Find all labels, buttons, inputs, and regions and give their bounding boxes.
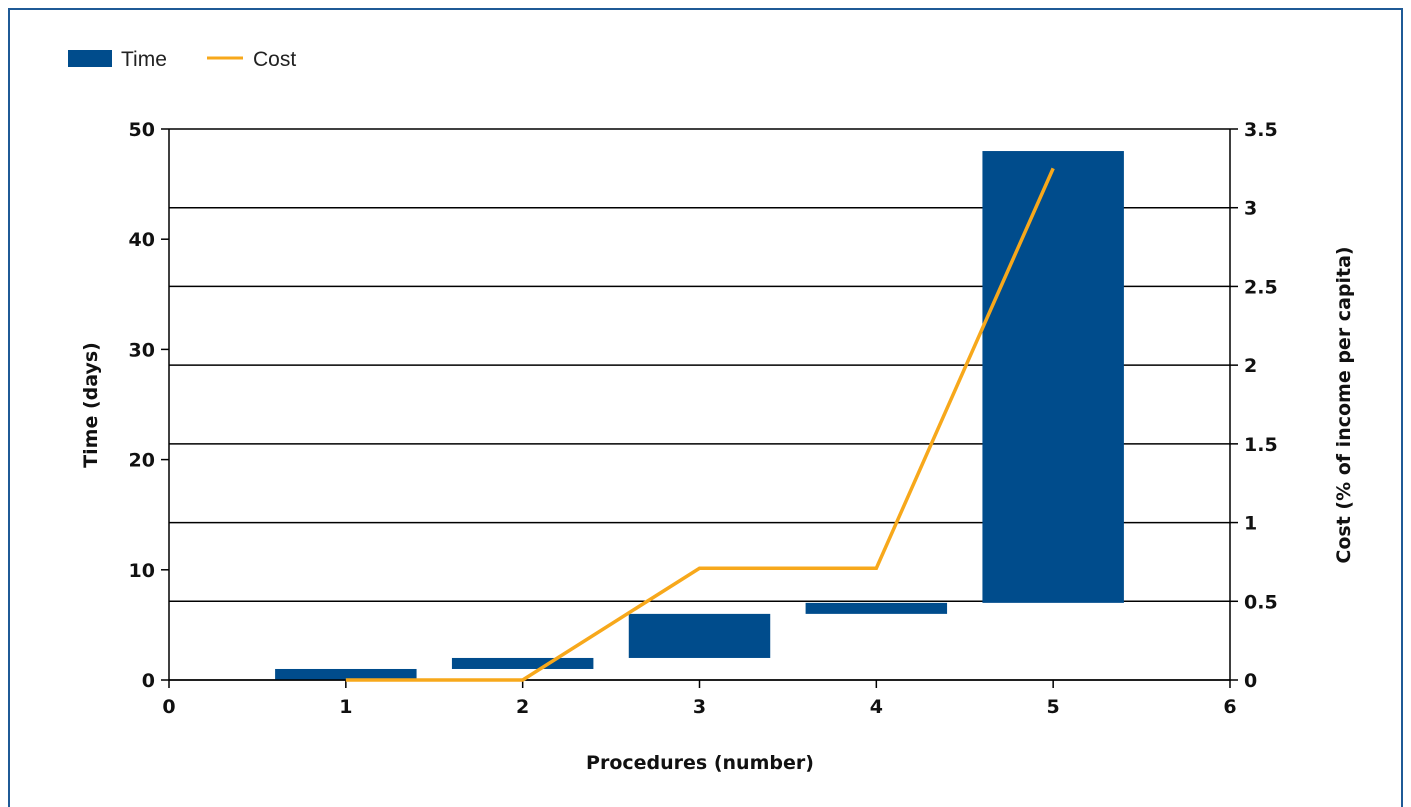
x-tick-label: 6: [1223, 696, 1236, 718]
time-bar: [805, 602, 948, 614]
y-left-tick-label: 20: [129, 450, 155, 472]
chart-frame: [8, 8, 1403, 807]
y-left-tick-label: 10: [129, 560, 155, 582]
legend-time-label: Time: [121, 48, 167, 71]
y-right-tick-label: 1: [1244, 513, 1257, 535]
legend-cost-label: Cost: [253, 48, 296, 71]
legend: Time Cost: [68, 48, 296, 71]
y-right-tick-label: 1.5: [1244, 434, 1278, 456]
time-bars: [275, 151, 1124, 680]
x-axis-title: Procedures (number): [586, 752, 814, 774]
y-right-axis-title: Cost (% of income per capita): [1333, 246, 1355, 563]
time-bar: [982, 151, 1124, 603]
x-tick-label: 5: [1047, 696, 1060, 718]
cost-line: [345, 167, 1055, 682]
y-left-tick-label: 30: [129, 339, 155, 361]
legend-time-swatch: [68, 50, 112, 67]
axes: [161, 128, 1238, 688]
time-bar: [275, 668, 417, 680]
y-left-tick-label: 50: [129, 119, 155, 141]
y-right-tick-label: 0: [1244, 670, 1257, 692]
y-right-tick-label: 2.5: [1244, 276, 1278, 298]
x-tick-label: 3: [693, 696, 706, 718]
x-tick-label: 0: [162, 696, 175, 718]
y-left-tick-label: 40: [129, 229, 155, 251]
y-left-axis-title: Time (days): [80, 342, 102, 468]
y-right-tick-label: 3.5: [1244, 119, 1278, 141]
y-right-tick-label: 3: [1244, 198, 1257, 220]
y-right-tick-label: 0.5: [1244, 591, 1278, 613]
y-right-tick-label: 2: [1244, 355, 1257, 377]
time-bar: [451, 657, 594, 669]
y-left-tick-label: 0: [142, 670, 155, 692]
time-bar: [628, 613, 771, 658]
x-tick-label: 2: [516, 696, 529, 718]
x-tick-label: 1: [339, 696, 352, 718]
x-tick-label: 4: [870, 696, 883, 718]
